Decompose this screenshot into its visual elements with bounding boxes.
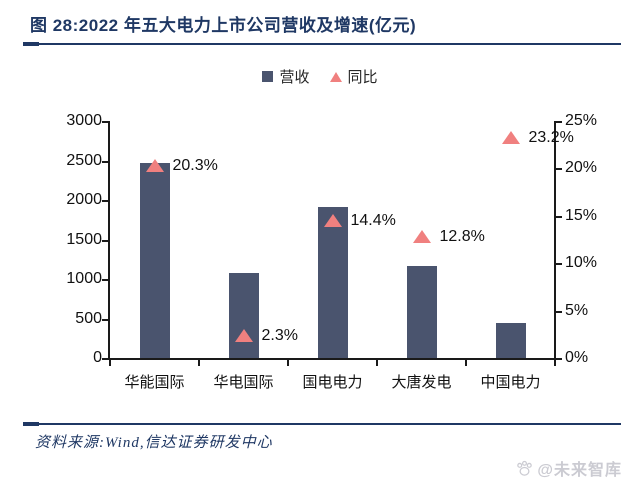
y-axis-right-tick bbox=[556, 263, 562, 266]
yoy-marker-triangle bbox=[501, 131, 520, 145]
y-axis-right-tick bbox=[556, 358, 562, 360]
legend-item-yoy: 同比 bbox=[329, 66, 378, 87]
x-axis-tick bbox=[554, 360, 556, 366]
y-axis-left-label: 0 bbox=[93, 349, 102, 366]
y-axis-right-line bbox=[554, 121, 556, 360]
y-axis-right-tick bbox=[556, 168, 562, 171]
y-axis-left-tick bbox=[102, 160, 108, 163]
x-axis-category-label: 中国电力 bbox=[480, 374, 541, 391]
yoy-marker-triangle bbox=[234, 329, 253, 343]
yoy-value-label: 20.3% bbox=[172, 156, 218, 174]
x-axis-tick bbox=[198, 360, 200, 366]
y-axis-left-label: 3000 bbox=[66, 112, 102, 129]
y-axis-left-tick bbox=[102, 358, 108, 360]
yoy-marker-triangle bbox=[412, 229, 431, 243]
y-axis-left-label: 2000 bbox=[66, 191, 102, 208]
y-axis-right-tick bbox=[556, 215, 562, 218]
revenue-bar bbox=[139, 163, 170, 358]
watermark: @未来智库 bbox=[515, 456, 622, 480]
revenue-square-icon bbox=[262, 71, 274, 82]
header-rule-cap bbox=[23, 42, 39, 46]
y-axis-left-tick bbox=[102, 121, 108, 123]
watermark-text: @未来智库 bbox=[537, 462, 622, 479]
y-axis-right-label: 5% bbox=[565, 301, 589, 319]
y-axis-left-line bbox=[108, 121, 110, 360]
yoy-marker-triangle bbox=[145, 158, 164, 172]
y-axis-right-label: 10% bbox=[565, 254, 598, 272]
footer-rule-cap bbox=[23, 422, 39, 426]
x-axis-category-label: 华电国际 bbox=[213, 374, 274, 391]
y-axis-left-label: 1500 bbox=[66, 230, 102, 248]
footer-rule bbox=[23, 422, 621, 426]
x-axis-tick bbox=[287, 360, 289, 366]
revenue-bar bbox=[228, 273, 259, 358]
legend-yoy-label: 同比 bbox=[347, 69, 378, 86]
y-axis-right-label: 20% bbox=[565, 159, 598, 177]
legend-revenue-label: 营收 bbox=[279, 69, 310, 86]
header-rule bbox=[23, 42, 621, 46]
figure-title: 图 28:2022 年五大电力上市公司营收及增速(亿元) bbox=[30, 16, 417, 35]
y-axis-left-tick bbox=[102, 318, 108, 321]
y-axis-left-label: 500 bbox=[75, 309, 102, 327]
y-axis-right-tick bbox=[556, 310, 562, 313]
legend-item-revenue: 营收 bbox=[262, 66, 310, 87]
revenue-bar bbox=[317, 206, 348, 358]
x-axis-tick bbox=[465, 360, 467, 366]
x-axis-category-label: 大唐发电 bbox=[391, 374, 452, 391]
yoy-value-label: 12.8% bbox=[439, 227, 485, 245]
x-axis-line bbox=[108, 358, 556, 360]
revenue-bar bbox=[406, 265, 437, 358]
y-axis-left-tick bbox=[102, 200, 108, 202]
source-note: 资料来源:Wind,信达证券研发中心 bbox=[35, 435, 273, 451]
paw-logo-icon bbox=[517, 460, 533, 476]
y-axis-right-label: 0% bbox=[565, 349, 589, 366]
x-axis-tick bbox=[109, 360, 111, 366]
x-axis-category-label: 华能国际 bbox=[124, 374, 185, 391]
y-axis-right-label: 25% bbox=[565, 112, 598, 129]
yoy-triangle-icon bbox=[329, 71, 342, 82]
yoy-value-label: 14.4% bbox=[350, 212, 396, 230]
chart-legend: 营收 同比 bbox=[0, 66, 640, 87]
y-axis-left-label: 1000 bbox=[66, 270, 102, 287]
y-axis-right-label: 15% bbox=[565, 206, 598, 224]
x-axis-category-label: 国电电力 bbox=[302, 374, 363, 391]
y-axis-left-tick bbox=[102, 279, 108, 281]
x-axis-tick bbox=[376, 360, 378, 366]
yoy-marker-triangle bbox=[323, 214, 342, 228]
revenue-bar bbox=[495, 323, 526, 358]
y-axis-right-tick bbox=[556, 121, 562, 123]
yoy-value-label: 2.3% bbox=[261, 327, 298, 345]
y-axis-left-label: 2500 bbox=[66, 151, 102, 169]
y-axis-left-tick bbox=[102, 239, 108, 242]
yoy-value-label: 23.2% bbox=[528, 129, 574, 147]
